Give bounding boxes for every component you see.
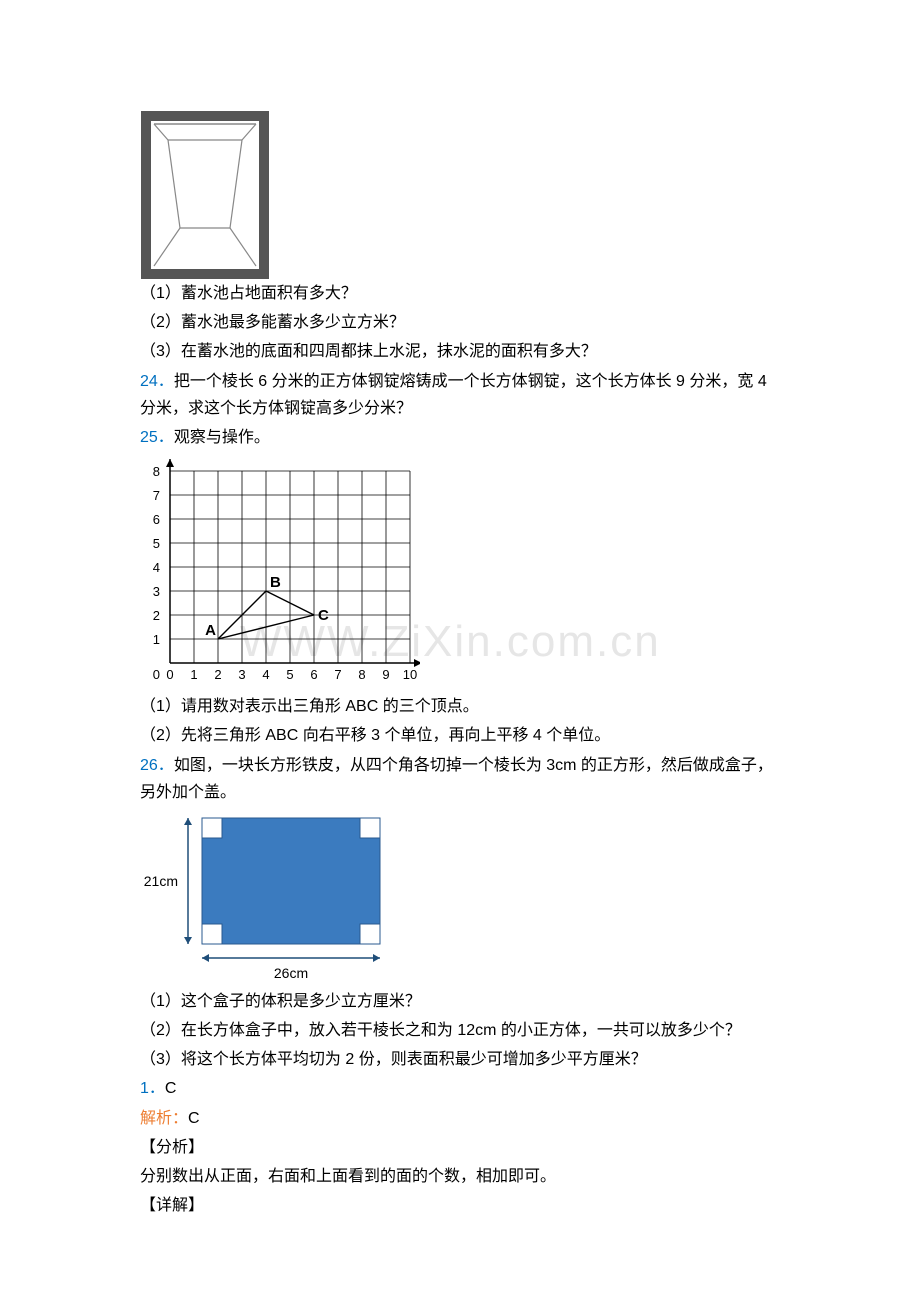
q24-line: 24．把一个棱长 6 分米的正方体钢锭熔铸成一个长方体钢锭，这个长方体长 9 分… (140, 368, 780, 422)
q25-num: 25． (140, 429, 174, 446)
svg-text:B: B (270, 574, 281, 591)
answer1-analysis: 解析：C (140, 1105, 780, 1132)
svg-text:3: 3 (153, 584, 160, 599)
svg-text:2: 2 (214, 667, 221, 682)
svg-text:0: 0 (166, 667, 173, 682)
q26-num: 26． (140, 757, 174, 774)
q25-text: 观察与操作。 (174, 429, 270, 446)
svg-text:1: 1 (153, 632, 160, 647)
q26-sub2: （2）在长方体盒子中，放入若干棱长之和为 12cm 的小正方体，一共可以放多少个… (140, 1017, 780, 1044)
q25-sub2: （2）先将三角形 ABC 向右平移 3 个单位，再向上平移 4 个单位。 (140, 722, 780, 749)
svg-text:6: 6 (153, 512, 160, 527)
q23-sub2: （2）蓄水池最多能蓄水多少立方米？ (140, 309, 780, 336)
svg-text:7: 7 (334, 667, 341, 682)
svg-text:6: 6 (310, 667, 317, 682)
answer1-section2-label: 【详解】 (140, 1192, 780, 1219)
q26-sub3: （3）将这个长方体平均切为 2 份，则表面积最少可增加多少平方厘米？ (140, 1046, 780, 1073)
svg-text:4: 4 (153, 560, 160, 575)
svg-text:26cm: 26cm (274, 965, 308, 981)
figure-rect-cut: 21cm 26cm (140, 808, 400, 988)
q23-sub1: （1）蓄水池占地面积有多大？ (140, 280, 780, 307)
svg-text:1: 1 (190, 667, 197, 682)
q24-num: 24． (140, 373, 174, 390)
svg-text:21cm: 21cm (144, 873, 178, 889)
analysis-letter: C (188, 1110, 200, 1127)
svg-text:4: 4 (262, 667, 269, 682)
svg-text:0: 0 (153, 667, 160, 682)
svg-text:5: 5 (286, 667, 293, 682)
q26-sub1: （1）这个盒子的体积是多少立方厘米？ (140, 988, 780, 1015)
svg-text:8: 8 (153, 464, 160, 479)
svg-text:C: C (318, 607, 329, 624)
answer1-letter: C (165, 1080, 177, 1097)
svg-text:10: 10 (403, 667, 417, 682)
q26-text: 如图，一块长方形铁皮，从四个角各切掉一个棱长为 3cm 的正方形，然后做成盒子，… (140, 757, 773, 801)
svg-text:5: 5 (153, 536, 160, 551)
q26-line: 26．如图，一块长方形铁皮，从四个角各切掉一个棱长为 3cm 的正方形，然后做成… (140, 752, 780, 806)
q25-line: 25．观察与操作。 (140, 424, 780, 451)
answer1-num: 1． (140, 1080, 165, 1097)
answer1-section1-label: 【分析】 (140, 1134, 780, 1161)
figure-grid-chart: 0 1 2 3 4 5 6 7 8 9 10 1 2 3 4 5 6 7 8 0 A B C (140, 453, 420, 693)
answer1-line: 1．C (140, 1075, 780, 1102)
q24-text: 把一个棱长 6 分米的正方体钢锭熔铸成一个长方体钢锭，这个长方体长 9 分米，宽… (140, 373, 767, 417)
svg-text:A: A (205, 622, 216, 639)
analysis-label: 解析： (140, 1110, 188, 1127)
svg-text:7: 7 (153, 488, 160, 503)
figure-pool (140, 110, 270, 280)
answer1-section1-text: 分别数出从正面，右面和上面看到的面的个数，相加即可。 (140, 1163, 780, 1190)
svg-text:8: 8 (358, 667, 365, 682)
svg-text:2: 2 (153, 608, 160, 623)
svg-text:3: 3 (238, 667, 245, 682)
q23-sub3: （3）在蓄水池的底面和四周都抹上水泥，抹水泥的面积有多大？ (140, 338, 780, 365)
q25-sub1: （1）请用数对表示出三角形 ABC 的三个顶点。 (140, 693, 780, 720)
svg-text:9: 9 (382, 667, 389, 682)
